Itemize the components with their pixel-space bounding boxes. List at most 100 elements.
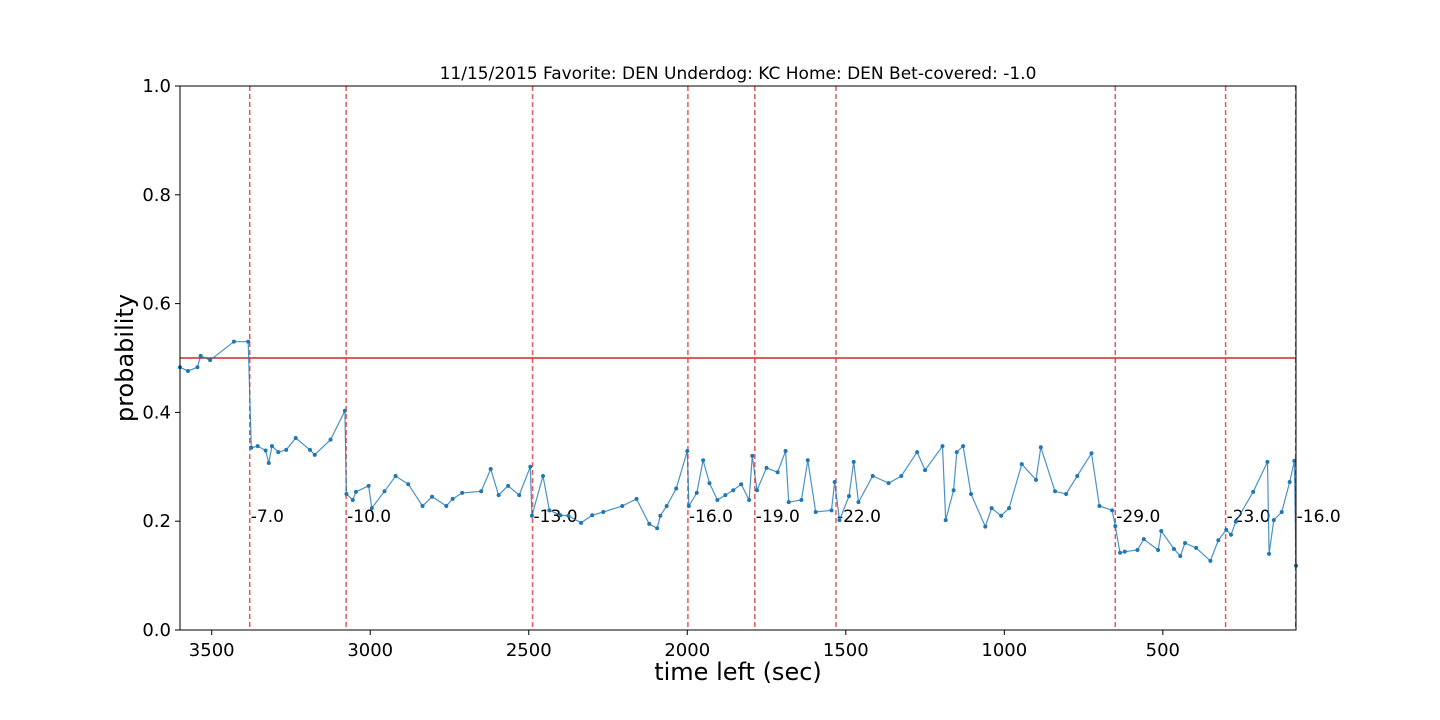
data-point bbox=[1089, 451, 1094, 456]
data-point bbox=[1271, 518, 1276, 523]
data-point bbox=[488, 466, 493, 471]
x-tick-label: 1500 bbox=[823, 640, 869, 661]
data-point bbox=[999, 513, 1004, 518]
data-point bbox=[775, 470, 780, 475]
data-point bbox=[1171, 546, 1176, 551]
data-point bbox=[832, 480, 837, 485]
data-point bbox=[1110, 508, 1115, 513]
y-tick-label: 0.6 bbox=[142, 294, 171, 315]
data-point bbox=[655, 526, 660, 531]
data-point bbox=[506, 483, 511, 488]
data-point bbox=[664, 503, 669, 508]
data-point bbox=[786, 500, 791, 505]
x-tick-label: 2500 bbox=[506, 640, 552, 661]
data-point bbox=[750, 453, 755, 458]
x-tick-label: 3500 bbox=[189, 640, 235, 661]
data-point bbox=[886, 481, 891, 486]
data-point bbox=[837, 518, 842, 523]
event-label: -23.0 bbox=[1227, 507, 1271, 527]
data-point bbox=[1287, 480, 1292, 485]
data-point bbox=[382, 489, 387, 494]
data-point bbox=[420, 503, 425, 508]
data-point bbox=[846, 494, 851, 499]
data-point bbox=[686, 503, 691, 508]
data-point bbox=[989, 506, 994, 511]
data-point bbox=[496, 493, 501, 498]
y-tick-label: 1.0 bbox=[142, 76, 171, 97]
y-tick-label: 0.4 bbox=[142, 402, 171, 423]
data-point bbox=[198, 353, 203, 358]
data-point bbox=[450, 496, 455, 501]
data-point bbox=[1267, 551, 1272, 556]
data-point bbox=[1178, 554, 1183, 559]
data-point bbox=[249, 445, 254, 450]
data-point bbox=[293, 435, 298, 440]
event-label: -22.0 bbox=[837, 507, 881, 527]
data-point bbox=[915, 450, 920, 455]
data-point bbox=[284, 447, 289, 452]
data-point bbox=[1135, 548, 1140, 553]
data-point bbox=[1183, 540, 1188, 545]
data-point bbox=[1053, 489, 1058, 494]
data-point bbox=[312, 452, 317, 457]
data-point bbox=[647, 521, 652, 526]
data-point bbox=[528, 464, 533, 469]
event-label: -16.0 bbox=[689, 507, 733, 527]
x-tick-label: 500 bbox=[1146, 640, 1180, 661]
data-point bbox=[694, 490, 699, 495]
data-point bbox=[344, 492, 349, 496]
data-point bbox=[328, 437, 333, 442]
data-point bbox=[1233, 519, 1238, 524]
x-axis-label: time left (sec) bbox=[654, 658, 822, 686]
data-point bbox=[1208, 558, 1213, 563]
data-point bbox=[590, 513, 595, 518]
data-point bbox=[954, 450, 959, 455]
data-point bbox=[1141, 537, 1146, 542]
y-tick-label: 0.0 bbox=[142, 620, 171, 641]
data-point bbox=[1113, 524, 1118, 529]
data-point bbox=[723, 493, 728, 498]
y-axis-label: probability bbox=[111, 294, 139, 422]
data-point bbox=[1122, 549, 1127, 554]
data-point bbox=[255, 444, 260, 449]
data-point bbox=[517, 493, 522, 498]
data-point bbox=[566, 513, 571, 518]
data-point bbox=[369, 506, 374, 511]
x-tick-label: 3000 bbox=[347, 640, 393, 661]
data-point bbox=[764, 465, 769, 470]
data-point bbox=[951, 488, 956, 493]
data-point bbox=[701, 458, 706, 463]
event-label: -29.0 bbox=[1116, 507, 1160, 527]
event-label: -16.0 bbox=[1297, 507, 1341, 527]
data-point bbox=[851, 459, 856, 464]
data-point bbox=[558, 513, 563, 518]
data-point bbox=[276, 450, 281, 455]
data-point bbox=[747, 497, 752, 502]
data-point bbox=[1019, 462, 1024, 467]
data-point bbox=[366, 483, 371, 488]
data-point bbox=[658, 513, 663, 518]
chart-title: 11/15/2015 Favorite: DEN Underdog: KC Ho… bbox=[440, 64, 1037, 84]
data-point bbox=[1279, 509, 1284, 514]
data-point bbox=[195, 365, 200, 370]
data-point bbox=[1156, 548, 1161, 553]
data-point bbox=[393, 474, 398, 479]
data-point bbox=[1251, 489, 1256, 494]
data-point bbox=[1159, 528, 1164, 533]
data-point bbox=[601, 509, 606, 514]
data-point bbox=[185, 369, 190, 374]
data-point bbox=[547, 508, 552, 513]
series-line bbox=[179, 341, 1297, 566]
data-point bbox=[620, 503, 625, 508]
data-point bbox=[1224, 527, 1229, 532]
data-point bbox=[923, 468, 928, 473]
data-point bbox=[870, 474, 875, 479]
data-point bbox=[263, 448, 268, 453]
data-point bbox=[231, 339, 236, 344]
data-point bbox=[755, 488, 760, 493]
data-point bbox=[208, 358, 213, 363]
data-point bbox=[307, 447, 312, 452]
data-point bbox=[739, 482, 744, 487]
data-point bbox=[813, 509, 818, 514]
data-point bbox=[899, 474, 904, 479]
